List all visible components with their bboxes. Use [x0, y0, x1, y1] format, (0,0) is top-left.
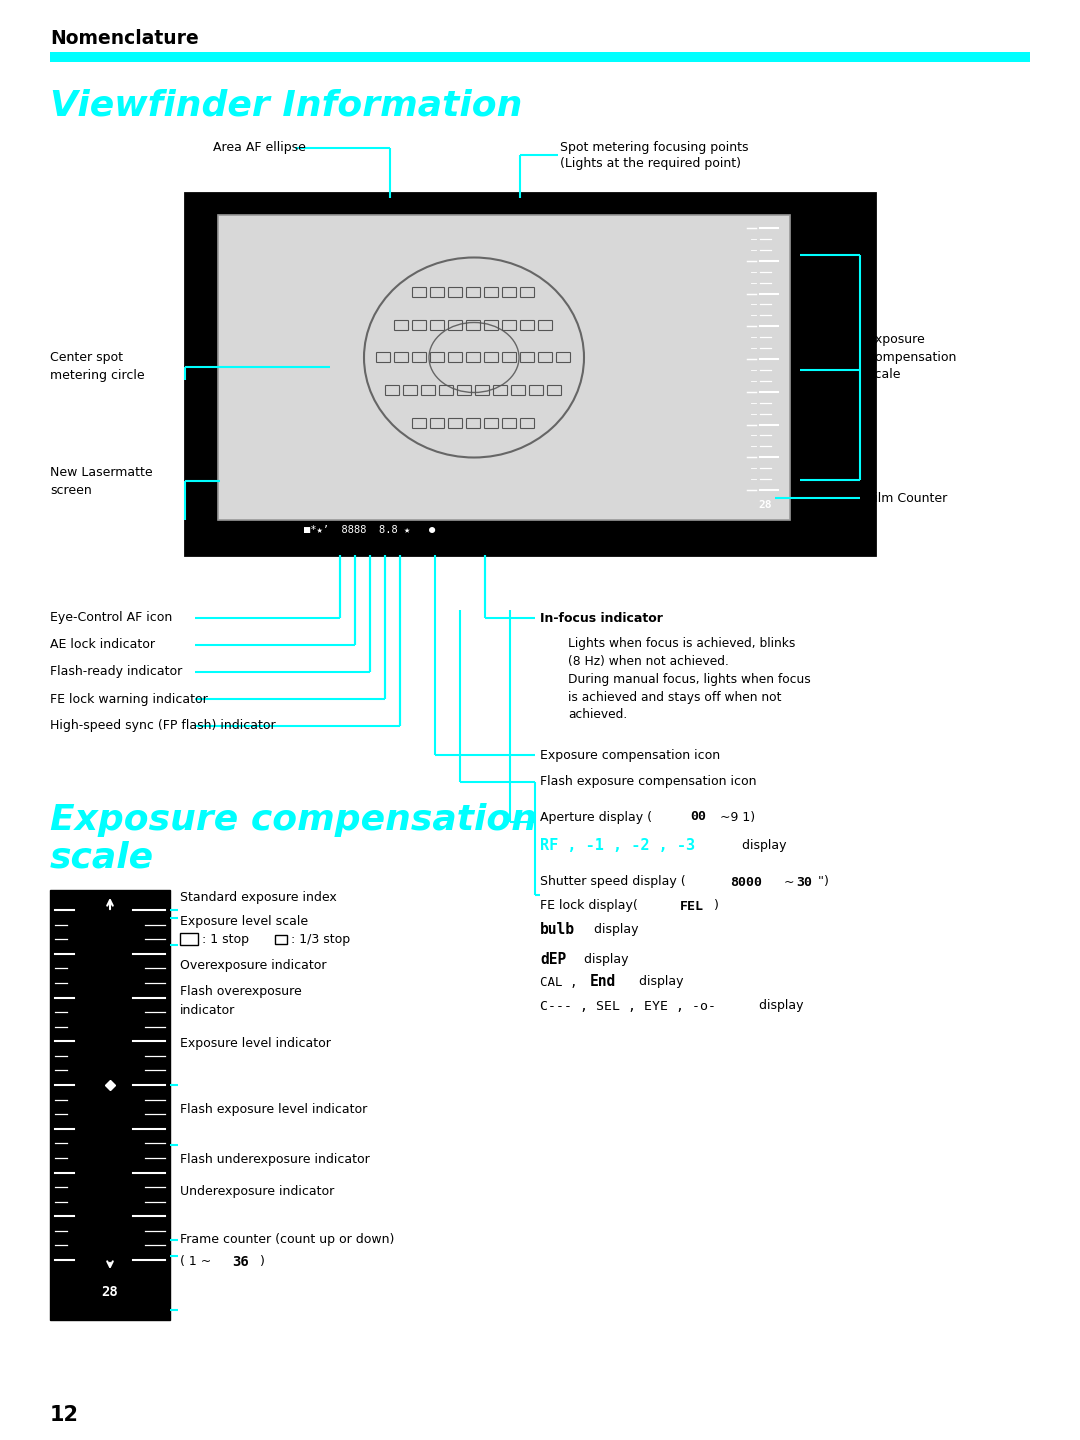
Bar	[185, 193, 875, 554]
Text: 36: 36	[232, 1256, 248, 1269]
Text: 28: 28	[102, 1284, 119, 1299]
Text: 12: 12	[50, 1405, 79, 1426]
Text: Nomenclature: Nomenclature	[50, 29, 199, 48]
Text: ''): '')	[818, 876, 829, 888]
Text: ): )	[256, 1256, 265, 1269]
Text: FE lock warning indicator: FE lock warning indicator	[50, 693, 207, 706]
Text: display: display	[755, 999, 804, 1012]
Text: Exposure compensation: Exposure compensation	[50, 804, 537, 837]
Text: During manual focus, lights when focus: During manual focus, lights when focus	[568, 672, 811, 685]
Text: Exposure: Exposure	[868, 334, 926, 347]
Text: Flash exposure level indicator: Flash exposure level indicator	[180, 1103, 367, 1116]
Bar	[218, 215, 789, 520]
Text: AE lock indicator: AE lock indicator	[50, 638, 156, 651]
Text: End: End	[590, 975, 617, 989]
Text: (Lights at the required point): (Lights at the required point)	[561, 157, 741, 170]
Text: screen: screen	[50, 484, 92, 497]
Text: Exposure level scale: Exposure level scale	[180, 916, 308, 929]
Text: scale: scale	[50, 841, 154, 876]
Text: FE lock display(: FE lock display(	[540, 900, 642, 913]
Text: ): )	[714, 900, 719, 913]
Text: C--- , SEL , EYE , -o-: C--- , SEL , EYE , -o-	[540, 999, 716, 1012]
Text: bulb: bulb	[540, 923, 575, 937]
Text: Viewfinder Information: Viewfinder Information	[50, 88, 523, 122]
Text: Film Counter: Film Counter	[868, 491, 947, 504]
Text: Eye-Control AF icon: Eye-Control AF icon	[50, 612, 172, 625]
Text: metering circle: metering circle	[50, 370, 145, 383]
Text: display: display	[635, 975, 684, 988]
Bar	[50, 890, 170, 1320]
Text: Exposure compensation icon: Exposure compensation icon	[540, 749, 720, 762]
Text: 00: 00	[690, 811, 706, 824]
Bar	[180, 933, 198, 945]
Text: indicator: indicator	[180, 1004, 235, 1017]
Text: Flash underexposure indicator: Flash underexposure indicator	[180, 1153, 369, 1166]
Text: Frame counter (count up or down): Frame counter (count up or down)	[180, 1234, 394, 1247]
Text: Exposure level indicator: Exposure level indicator	[180, 1037, 330, 1051]
Text: Flash-ready indicator: Flash-ready indicator	[50, 665, 183, 678]
Text: 30: 30	[796, 876, 812, 888]
Text: : 1/3 stop: : 1/3 stop	[291, 933, 350, 946]
Text: scale: scale	[868, 367, 901, 380]
Text: Flash overexposure: Flash overexposure	[180, 985, 301, 998]
Text: CAL ,: CAL ,	[540, 975, 585, 988]
Text: Flash exposure compensation icon: Flash exposure compensation icon	[540, 776, 756, 789]
Text: display: display	[738, 838, 786, 851]
Text: display: display	[590, 923, 638, 936]
Text: : 1 stop: : 1 stop	[202, 933, 249, 946]
Text: achieved.: achieved.	[568, 708, 627, 721]
Text: FEL: FEL	[680, 900, 704, 913]
Text: dEP: dEP	[540, 952, 566, 968]
Text: (8 Hz) when not achieved.: (8 Hz) when not achieved.	[568, 655, 729, 668]
Text: display: display	[580, 953, 629, 966]
Bar	[275, 935, 287, 945]
Text: ~: ~	[780, 876, 795, 888]
Text: 8000: 8000	[730, 876, 762, 888]
Text: RF , -1 , -2 , -3: RF , -1 , -2 , -3	[540, 838, 696, 852]
Text: Shutter speed display (: Shutter speed display (	[540, 876, 686, 888]
Text: is achieved and stays off when not: is achieved and stays off when not	[568, 691, 782, 704]
Bar	[50, 52, 1030, 62]
Text: ( 1 ~: ( 1 ~	[180, 1256, 212, 1269]
Text: Aperture display (: Aperture display (	[540, 811, 652, 824]
Text: 28: 28	[758, 500, 771, 510]
Text: Center spot: Center spot	[50, 351, 123, 364]
Text: ~9 1): ~9 1)	[716, 811, 755, 824]
Text: compensation: compensation	[868, 350, 957, 363]
Text: Spot metering focusing points: Spot metering focusing points	[561, 141, 748, 154]
Text: ■*★’  8888  8.8 ★   ●: ■*★’ 8888 8.8 ★ ●	[305, 526, 435, 536]
Text: Overexposure indicator: Overexposure indicator	[180, 959, 326, 972]
Text: Underexposure indicator: Underexposure indicator	[180, 1185, 334, 1198]
Text: In-focus indicator: In-focus indicator	[540, 612, 663, 625]
Text: Area AF ellipse: Area AF ellipse	[213, 141, 306, 154]
Text: Lights when focus is achieved, blinks: Lights when focus is achieved, blinks	[568, 636, 795, 649]
Text: High-speed sync (FP flash) indicator: High-speed sync (FP flash) indicator	[50, 720, 275, 733]
Text: New Lasermatte: New Lasermatte	[50, 465, 152, 478]
Text: Standard exposure index: Standard exposure index	[180, 891, 337, 904]
